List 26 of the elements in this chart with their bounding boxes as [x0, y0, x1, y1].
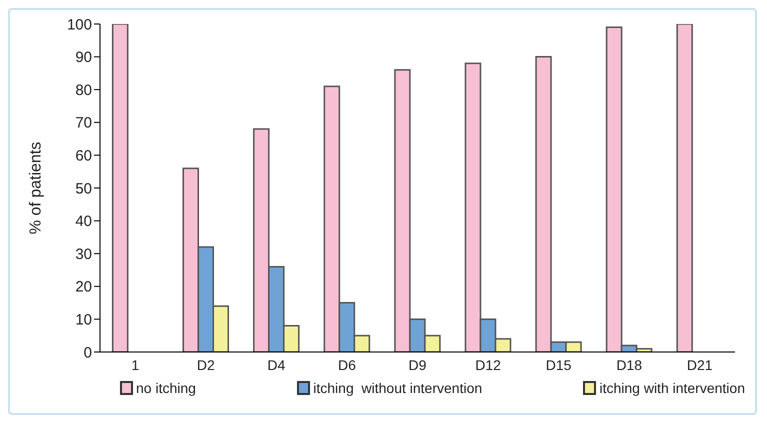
x-tick-label: D12 [475, 356, 502, 373]
y-tick-label: 40 [75, 213, 92, 230]
x-tick-label: D9 [408, 356, 427, 373]
x-tick-label: D18 [616, 356, 642, 373]
y-tick-label: 70 [75, 114, 92, 132]
x-tick-label: D6 [338, 356, 356, 373]
y-tick-label: 90 [75, 49, 92, 66]
x-tick-label: D21 [686, 356, 713, 373]
y-tick-label: 100 [66, 16, 92, 34]
y-tick-label: 30 [75, 246, 92, 263]
bar [676, 24, 693, 352]
x-tick-label: D2 [196, 356, 215, 373]
legend-label: itching without intervention [313, 380, 482, 396]
x-tick-label: 1 [131, 356, 140, 373]
y-axis-title: % of patients [28, 142, 45, 234]
y-tick-label: 10 [75, 312, 92, 329]
y-tick-label: 80 [75, 82, 92, 99]
legend-label: itching with intervention [599, 380, 745, 396]
bar [112, 24, 128, 352]
y-tick-label: 0 [84, 344, 92, 362]
y-tick-label: 20 [75, 278, 92, 296]
x-tick-label: D15 [546, 356, 572, 373]
y-tick-label: 60 [75, 148, 92, 165]
legend-label: no itching [136, 380, 196, 396]
x-tick-label: D4 [267, 356, 286, 373]
y-tick-label: 50 [75, 180, 92, 198]
